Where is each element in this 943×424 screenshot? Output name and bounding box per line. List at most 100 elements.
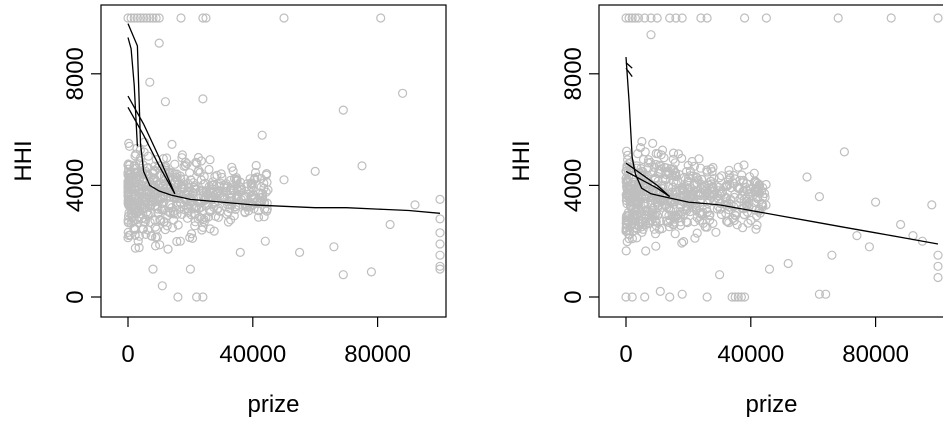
data-point	[191, 203, 201, 213]
data-point	[692, 228, 702, 238]
data-point	[626, 213, 636, 223]
data-point	[933, 250, 943, 260]
data-point	[633, 13, 644, 23]
y-tick-label: 0	[62, 290, 89, 303]
data-points	[123, 13, 445, 302]
data-point	[225, 186, 235, 196]
data-point	[643, 155, 654, 165]
data-point	[152, 177, 162, 187]
data-point	[646, 13, 656, 23]
data-point	[651, 241, 661, 251]
data-point	[621, 146, 632, 156]
data-point	[623, 176, 633, 186]
data-point	[651, 148, 661, 159]
data-point	[152, 232, 162, 242]
data-point	[741, 182, 751, 192]
fit-line-1	[127, 23, 441, 214]
data-point	[240, 207, 250, 217]
data-point	[724, 218, 734, 228]
data-point	[189, 189, 199, 199]
data-point	[223, 217, 233, 227]
data-point	[259, 183, 269, 193]
data-point	[177, 209, 187, 219]
data-point	[132, 13, 142, 23]
x-axis-label: prize	[745, 391, 797, 418]
data-point	[191, 157, 201, 167]
data-point	[640, 292, 650, 302]
data-point	[180, 157, 191, 167]
data-point	[154, 13, 164, 23]
data-point	[257, 130, 267, 140]
data-point	[621, 292, 631, 302]
data-point	[640, 216, 651, 226]
fit-line-4	[127, 106, 176, 195]
data-point	[233, 192, 243, 202]
data-point	[675, 207, 685, 217]
data-point	[721, 216, 732, 226]
data-point	[833, 13, 843, 23]
data-point	[151, 13, 161, 23]
data-point	[720, 181, 731, 191]
data-point	[637, 136, 647, 147]
data-point	[744, 172, 755, 182]
data-point	[124, 138, 134, 148]
data-point	[435, 194, 445, 204]
fit-line-4	[625, 162, 671, 198]
data-point	[665, 292, 675, 302]
data-point	[683, 173, 694, 183]
data-point	[761, 13, 772, 23]
data-point	[655, 216, 665, 226]
data-point	[131, 149, 141, 159]
data-point	[729, 170, 739, 181]
data-point	[213, 187, 223, 197]
data-point	[927, 200, 937, 210]
data-point	[178, 184, 188, 194]
data-point	[198, 222, 208, 232]
data-point	[398, 88, 408, 98]
data-point	[743, 218, 753, 228]
data-point	[652, 13, 662, 23]
data-point	[210, 172, 220, 182]
data-point	[357, 161, 367, 171]
data-point	[733, 162, 743, 172]
data-point	[706, 179, 717, 189]
data-point	[195, 212, 205, 222]
data-point	[655, 286, 665, 296]
data-point	[821, 289, 831, 299]
data-point	[124, 182, 134, 192]
data-point	[173, 292, 183, 302]
data-point	[651, 159, 661, 170]
data-point	[624, 13, 634, 23]
data-point	[687, 192, 697, 202]
data-point	[193, 152, 203, 163]
x-tick-label: 40000	[717, 341, 784, 368]
data-point	[633, 199, 643, 210]
data-point	[646, 198, 656, 208]
x-tick-label: 40000	[219, 341, 286, 368]
data-point	[693, 175, 703, 185]
plot-frame	[100, 4, 447, 318]
data-point	[435, 261, 445, 271]
x-tick-label: 0	[619, 341, 632, 368]
data-point	[435, 228, 445, 238]
data-point	[827, 250, 837, 260]
data-point	[714, 173, 725, 183]
data-point	[129, 13, 139, 23]
data-point	[139, 204, 149, 214]
data-point	[630, 223, 641, 233]
data-point	[216, 169, 226, 179]
data-point	[668, 166, 679, 176]
data-point	[262, 198, 272, 208]
data-point	[697, 209, 707, 219]
data-point	[702, 292, 712, 302]
data-point	[839, 147, 850, 157]
data-point	[131, 163, 141, 174]
data-point	[648, 210, 658, 220]
data-point	[752, 220, 762, 230]
data-point	[764, 264, 775, 274]
data-point	[870, 197, 881, 207]
data-point	[138, 224, 148, 234]
data-point	[192, 158, 202, 168]
data-point	[666, 164, 676, 174]
data-point	[677, 289, 687, 299]
